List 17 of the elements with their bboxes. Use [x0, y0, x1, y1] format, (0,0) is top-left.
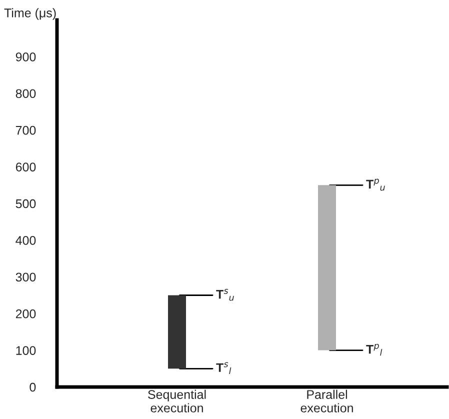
- annotation: T$^{s}$$_{u}$: [216, 288, 234, 301]
- x-tick-label: Parallel execution: [300, 390, 353, 412]
- y-axis-title: Time (μs): [4, 8, 56, 20]
- annotation: T$^{p}$$_{u}$: [366, 178, 385, 191]
- x-tick-label: Sequential execution: [148, 390, 206, 412]
- y-tick-label: 500: [16, 199, 36, 208]
- y-tick-label: 900: [16, 52, 36, 62]
- y-tick-label: 700: [16, 126, 36, 135]
- y-tick-label: 200: [16, 309, 36, 318]
- y-tick-label: 300: [16, 272, 36, 282]
- y-tick-label: 100: [16, 346, 36, 355]
- y-tick-label: 0: [30, 382, 36, 392]
- y-tick-label: 800: [16, 89, 36, 98]
- y-tick-label: 600: [16, 162, 36, 172]
- annotation: T$^{s}$$_{l}$: [216, 362, 232, 374]
- annotation: T$^{p}$$_{l}$: [366, 344, 382, 356]
- y-tick-label: 400: [16, 236, 36, 245]
